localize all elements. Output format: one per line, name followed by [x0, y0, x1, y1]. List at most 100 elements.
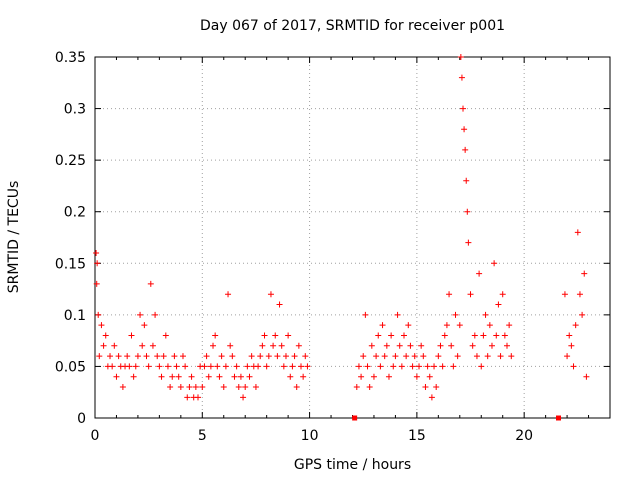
data-point: [111, 342, 118, 349]
data-point: [207, 363, 214, 370]
data-point: [216, 373, 223, 380]
data-point: [164, 363, 171, 370]
data-point: [471, 332, 478, 339]
data-point: [407, 342, 414, 349]
data-point: [169, 373, 176, 380]
data-point: [96, 353, 103, 360]
data-point: [435, 353, 442, 360]
data-point: [457, 54, 464, 60]
data-point: [94, 260, 101, 267]
data-point: [446, 291, 453, 298]
data-point: [218, 353, 225, 360]
plot-frame: [94, 56, 611, 419]
data-point: [246, 373, 253, 380]
data-point: [304, 363, 311, 370]
x-axis-label: GPS time / hours: [293, 457, 412, 473]
data-point: [291, 353, 298, 360]
data-point: [237, 373, 244, 380]
data-point: [403, 353, 410, 360]
data-point: [300, 373, 307, 380]
data-point: [289, 363, 296, 370]
data-point: [192, 384, 199, 391]
data-point: [394, 311, 401, 318]
data-point: [222, 363, 229, 370]
y-tick-label: 0.35: [55, 50, 86, 66]
x-tick-label: 5: [198, 428, 207, 444]
data-point: [186, 384, 193, 391]
data-point: [454, 353, 461, 360]
data-point: [93, 249, 100, 256]
data-point: [152, 311, 159, 318]
data-point: [265, 353, 272, 360]
data-point: [572, 322, 579, 329]
data-point: [130, 373, 137, 380]
data-point: [501, 332, 508, 339]
data-point: [504, 342, 510, 349]
y-tick-label: 0.2: [64, 205, 86, 221]
data-point: [392, 353, 399, 360]
data-point: [195, 394, 201, 401]
data-point: [212, 332, 219, 339]
data-point: [484, 353, 491, 360]
data-point: [293, 384, 300, 391]
x-tick-label: 10: [301, 428, 319, 444]
data-point: [156, 363, 163, 370]
data-point: [171, 353, 178, 360]
data-point: [422, 384, 429, 391]
data-point: [401, 332, 407, 339]
data-point: [428, 394, 435, 401]
data-point: [259, 342, 266, 349]
data-point: [456, 322, 463, 329]
y-tick-label: 0.15: [55, 256, 86, 272]
data-point: [460, 105, 467, 112]
data-point: [225, 291, 232, 298]
data-point: [147, 280, 154, 287]
data-point: [381, 353, 388, 360]
data-point: [375, 332, 382, 339]
data-point: [199, 384, 206, 391]
data-point: [473, 353, 480, 360]
data-point: [493, 332, 500, 339]
data-point: [210, 342, 217, 349]
data-point: [413, 373, 420, 380]
zero-marker: [556, 415, 561, 421]
data-point: [467, 291, 474, 298]
data-point: [491, 260, 498, 267]
data-point: [441, 332, 448, 339]
data-point: [126, 363, 133, 370]
data-point: [229, 353, 236, 360]
data-point: [141, 322, 148, 329]
data-point: [564, 353, 571, 360]
data-point: [362, 311, 369, 318]
x-tick-label: 0: [91, 428, 100, 444]
y-tick-label: 0.05: [55, 359, 86, 375]
data-point: [98, 322, 105, 329]
data-point: [431, 363, 438, 370]
data-point: [418, 342, 425, 349]
data-point: [581, 270, 588, 277]
data-point: [154, 353, 161, 360]
data-point: [255, 363, 262, 370]
data-point: [149, 342, 156, 349]
data-point: [368, 342, 375, 349]
data-point: [464, 208, 471, 215]
data-point: [506, 322, 513, 329]
data-point: [267, 291, 274, 298]
data-point: [242, 384, 249, 391]
data-point: [248, 353, 255, 360]
data-point: [231, 373, 238, 380]
data-point: [576, 291, 583, 298]
data-point: [379, 322, 386, 329]
x-tick-label: 15: [408, 428, 426, 444]
data-point: [353, 384, 360, 391]
data-point: [561, 291, 568, 298]
data-point: [139, 342, 146, 349]
data-point: [450, 363, 457, 370]
data-point: [107, 353, 114, 360]
data-point: [396, 342, 403, 349]
data-point: [175, 373, 182, 380]
data-point: [115, 353, 122, 360]
data-point: [566, 332, 573, 339]
data-point: [124, 353, 131, 360]
